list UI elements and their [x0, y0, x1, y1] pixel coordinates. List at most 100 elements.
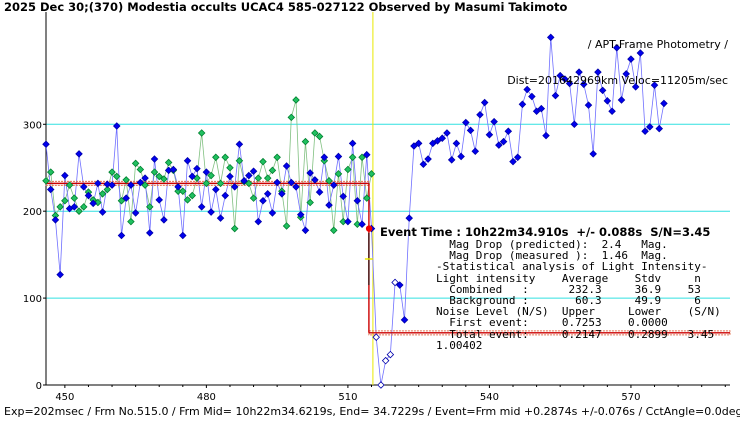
- combined-point: [490, 117, 498, 126]
- combined-point: [655, 124, 664, 133]
- background-point: [334, 170, 343, 178]
- background-point: [315, 132, 324, 141]
- background-point: [301, 137, 310, 146]
- background-point: [146, 203, 154, 211]
- background-point: [212, 153, 220, 162]
- combined-point: [466, 126, 475, 135]
- combined-point: [103, 180, 112, 189]
- background-point: [325, 177, 333, 185]
- combined-point: [169, 165, 178, 174]
- combined-point: [141, 174, 149, 182]
- combined-point: [235, 140, 244, 149]
- combined-point: [98, 208, 107, 216]
- subtitle-line-2: Dist=201642969km Veloc=11205m/sec: [507, 74, 728, 87]
- stats-line: Total event: 0.2147 0.2899 3.45: [436, 327, 715, 341]
- background-point: [164, 158, 173, 167]
- y-tick-label-100: 100: [23, 294, 42, 305]
- combined-point: [117, 231, 126, 240]
- combined-point: [400, 316, 409, 324]
- background-point: [311, 129, 319, 137]
- combined-point: [589, 150, 597, 158]
- combined-point: [89, 199, 97, 208]
- x-tick-label-540: 540: [480, 392, 499, 403]
- combined-point: [532, 107, 541, 116]
- combined-point: [112, 122, 121, 130]
- y-tick-label-300: 300: [23, 120, 42, 131]
- background-point: [263, 174, 272, 182]
- combined-point: [499, 137, 508, 146]
- combined-point: [226, 172, 234, 181]
- background-point: [202, 179, 211, 188]
- background-point: [70, 194, 79, 202]
- background-point: [306, 198, 314, 207]
- y-tick-label-200: 200: [23, 207, 42, 218]
- combined-point: [230, 183, 239, 191]
- combined-point: [542, 131, 550, 140]
- stats-line: 1.00402: [436, 338, 483, 352]
- background-point: [259, 157, 267, 166]
- combined-point: [245, 171, 253, 180]
- background-point: [117, 196, 126, 205]
- combined-point: [193, 164, 201, 173]
- combined-point: [523, 85, 531, 94]
- combined-point: [405, 214, 413, 222]
- combined-point: [301, 226, 310, 235]
- combined-point: [613, 44, 621, 52]
- background-point: [197, 129, 206, 137]
- x-tick-label-450: 450: [55, 392, 74, 403]
- stats-line: First event: 0.7253 0.0000: [436, 316, 668, 330]
- combined-point: [79, 183, 88, 191]
- background-point: [183, 196, 192, 204]
- statistics-panel: Event Time : 10h22m34.910s +/- 0.088s S/…: [380, 226, 721, 352]
- combined-point: [598, 86, 607, 95]
- background-point: [127, 217, 135, 226]
- combined-point: [42, 140, 50, 149]
- combined-point: [197, 203, 206, 211]
- background-point: [348, 153, 357, 162]
- combined-point: [556, 71, 564, 80]
- background-point: [112, 172, 121, 181]
- combined-point: [287, 178, 296, 187]
- combined-point: [650, 81, 659, 89]
- combined-point: [320, 153, 329, 162]
- background-point: [282, 222, 291, 230]
- background-point: [65, 181, 74, 189]
- combined-point: [594, 68, 602, 76]
- stats-line: Background : 60.3 49.9 6: [436, 293, 701, 307]
- background-point: [230, 224, 239, 233]
- x-tick-label-570: 570: [621, 392, 640, 403]
- stats-line: Mag Drop (measured ): 1.46 Mag.: [436, 249, 668, 263]
- combined-point: [155, 196, 163, 204]
- background-point: [160, 175, 168, 183]
- background-point: [141, 181, 149, 189]
- background-point: [367, 170, 376, 178]
- combined-point: [452, 139, 461, 148]
- combined-point: [443, 129, 451, 137]
- combined-point: [249, 167, 258, 175]
- combined-point: [329, 181, 338, 189]
- background-point: [131, 159, 140, 168]
- combined-point: [386, 350, 395, 359]
- background-point: [292, 96, 300, 104]
- combined-point: [150, 155, 159, 163]
- combined-point: [240, 177, 248, 185]
- combined-point: [216, 214, 225, 222]
- combined-point: [513, 153, 522, 162]
- combined-point: [528, 92, 536, 101]
- background-point: [268, 166, 277, 175]
- combined-point: [579, 80, 588, 89]
- background-point: [287, 113, 296, 122]
- combined-point: [183, 157, 192, 165]
- combined-point: [263, 190, 272, 198]
- combined-point: [471, 147, 480, 155]
- combined-point: [570, 120, 579, 129]
- background-point: [226, 163, 234, 172]
- chart-title: 2025 Dec 30;(370) Modestia occults UCAC4…: [4, 0, 568, 14]
- background-point: [254, 174, 263, 182]
- combined-point: [363, 150, 371, 159]
- combined-point: [315, 188, 324, 196]
- combined-point: [344, 217, 352, 226]
- combined-point: [174, 183, 182, 191]
- combined-point: [480, 98, 489, 107]
- combined-point: [296, 210, 305, 219]
